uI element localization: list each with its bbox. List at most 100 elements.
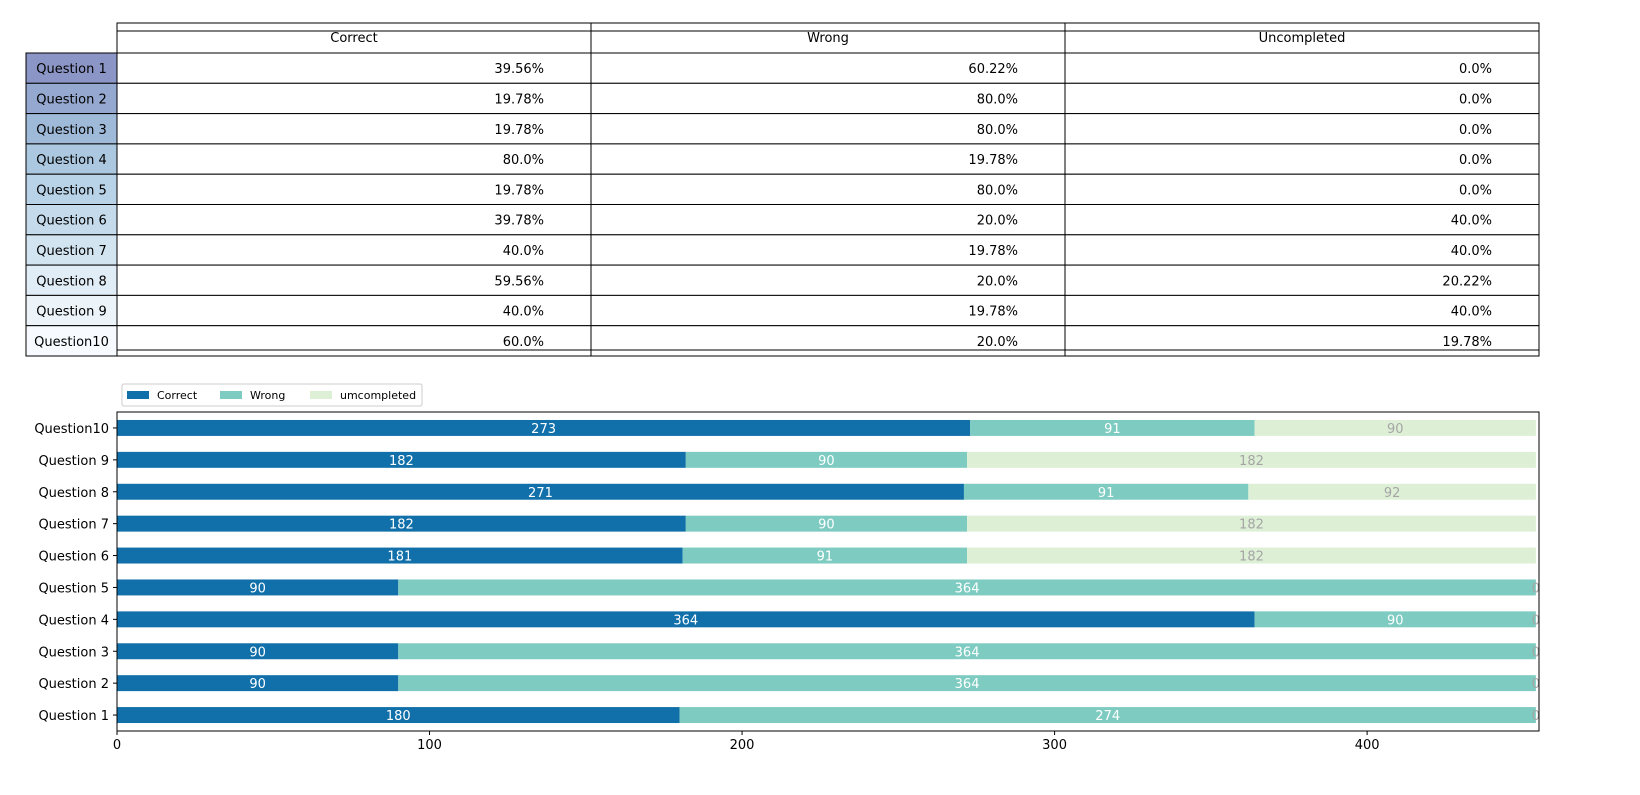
column-header-wrong: Wrong xyxy=(807,31,849,46)
table-cell-value: 80.0% xyxy=(977,123,1018,138)
row-header-label: Question 5 xyxy=(36,183,107,198)
table-cell xyxy=(116,173,592,205)
row-header-label: Question 6 xyxy=(36,214,107,229)
y-tick-label: Question 9 xyxy=(38,454,109,469)
row-header-label: Question 2 xyxy=(36,92,107,107)
row-header-cell xyxy=(25,264,118,296)
y-tick-label: Question 4 xyxy=(38,613,109,628)
row-header-label: Question 7 xyxy=(36,244,107,259)
bar-value-label: 90 xyxy=(249,677,266,692)
bar-value-label: 91 xyxy=(817,550,834,565)
table-cell xyxy=(116,325,592,357)
y-tick-label: Question 6 xyxy=(38,550,109,565)
table-bottom-strip xyxy=(116,349,1540,357)
bar-value-label: 271 xyxy=(528,486,553,501)
bar-value-label: 92 xyxy=(1384,486,1401,501)
bar-umcompleted-8 xyxy=(1248,483,1536,500)
table-cell-value: 80.0% xyxy=(503,153,544,168)
row-header-label: Question 9 xyxy=(36,305,107,320)
bar-value-label: 90 xyxy=(249,581,266,596)
row-header-cell xyxy=(25,52,118,84)
table-cell-value: 20.0% xyxy=(977,274,1018,289)
table-cell xyxy=(590,204,1066,236)
row-header-label: Question 3 xyxy=(36,123,107,138)
table-cell-value: 19.78% xyxy=(1442,335,1492,350)
bar-value-label: 180 xyxy=(386,709,411,724)
y-tick-label: Question 7 xyxy=(38,518,109,533)
table-cell-value: 19.78% xyxy=(968,244,1018,259)
bar-value-label: 364 xyxy=(955,581,980,596)
bar-wrong-4 xyxy=(1254,611,1536,628)
bar-wrong-1 xyxy=(679,707,1536,724)
table-cell xyxy=(1064,234,1540,266)
bar-value-label: 0 xyxy=(1532,645,1540,660)
bar-value-label: 0 xyxy=(1532,677,1540,692)
column-header-cell xyxy=(1064,22,1540,54)
bar-value-label: 182 xyxy=(389,518,414,533)
row-header-cell xyxy=(25,294,118,327)
bar-value-label: 274 xyxy=(1095,709,1120,724)
table-cell-value: 19.78% xyxy=(968,305,1018,320)
table-cell-value: 0.0% xyxy=(1459,183,1492,198)
bar-wrong-3 xyxy=(398,643,1536,660)
bar-correct-1 xyxy=(117,707,680,724)
table-cell xyxy=(116,52,592,84)
table-cell-value: 19.78% xyxy=(494,123,544,138)
legend-swatch-correct xyxy=(127,391,149,399)
row-header-cell xyxy=(25,143,118,175)
x-tick-label: 200 xyxy=(730,738,755,753)
bar-umcompleted-9 xyxy=(967,451,1536,468)
bar-value-label: 182 xyxy=(1239,550,1264,565)
table-cell-value: 0.0% xyxy=(1459,92,1492,107)
bar-value-label: 364 xyxy=(955,677,980,692)
row-header-label: Question 4 xyxy=(36,153,107,168)
table-cell-value: 0.0% xyxy=(1459,153,1492,168)
table-cell-value: 20.22% xyxy=(1442,274,1492,289)
column-header-cell xyxy=(116,22,592,54)
row-header-cell xyxy=(25,325,118,357)
table-cell xyxy=(116,264,592,296)
bar-wrong-6 xyxy=(682,547,968,564)
legend-label-wrong: Wrong xyxy=(250,389,285,402)
bar-value-label: 90 xyxy=(1387,613,1404,628)
bar-correct-3 xyxy=(117,643,399,660)
table-cell xyxy=(1064,325,1540,357)
table-cell-value: 19.78% xyxy=(494,183,544,198)
table-cell-value: 40.0% xyxy=(503,305,544,320)
y-tick-label: Question 5 xyxy=(38,581,109,596)
table-cell xyxy=(116,234,592,266)
bar-value-label: 0 xyxy=(1532,581,1540,596)
table-cell-value: 40.0% xyxy=(1451,305,1492,320)
column-header-uncompleted: Uncompleted xyxy=(1259,31,1346,46)
table-cell xyxy=(1064,204,1540,236)
bar-correct-2 xyxy=(117,675,399,692)
table-cell-value: 0.0% xyxy=(1459,62,1492,77)
table-cell-value: 60.0% xyxy=(503,335,544,350)
bar-value-label: 90 xyxy=(249,645,266,660)
bar-value-label: 182 xyxy=(389,454,414,469)
plot-frame xyxy=(116,411,1540,732)
legend-swatch-umcompleted xyxy=(310,391,332,399)
bar-correct-5 xyxy=(117,579,399,596)
bar-umcompleted-7 xyxy=(967,515,1536,532)
bar-correct-10 xyxy=(117,419,971,436)
bar-wrong-10 xyxy=(970,419,1255,436)
legend-label-umcompleted: umcompleted xyxy=(340,389,416,402)
table-cell-value: 59.56% xyxy=(494,274,544,289)
table-cell xyxy=(590,143,1066,175)
bar-wrong-7 xyxy=(685,515,968,532)
y-tick-label: Question 3 xyxy=(38,645,109,660)
bar-correct-7 xyxy=(117,515,686,532)
row-header-label: Question10 xyxy=(34,335,109,350)
table-cell xyxy=(1064,113,1540,145)
bar-value-label: 364 xyxy=(955,645,980,660)
bar-value-label: 90 xyxy=(818,518,835,533)
bar-wrong-9 xyxy=(685,451,968,468)
statistics-table: Correct Wrong Uncompleted Question 1 39.56% 6… xyxy=(25,22,1540,357)
legend-box xyxy=(121,383,423,407)
bar-value-label: 364 xyxy=(673,613,698,628)
table-cell-value: 40.0% xyxy=(503,244,544,259)
bar-wrong-8 xyxy=(963,483,1249,500)
y-tick-label: Question 2 xyxy=(38,677,109,692)
table-cell-value: 20.0% xyxy=(977,214,1018,229)
